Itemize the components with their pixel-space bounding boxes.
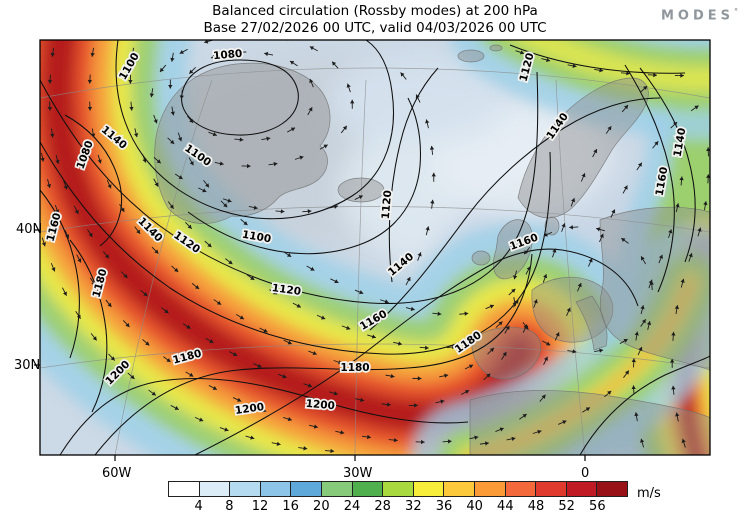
map-canvas: 1080108011001100110011201120112011201140… [34,39,711,461]
chart-title: Balanced circulation (Rossby modes) at 2… [212,3,538,19]
colorbar-cell [169,482,200,496]
svg-text:1180: 1180 [340,362,369,374]
colorbar-cell [291,482,322,496]
modes-logo: MODES° [661,7,738,23]
svg-text:1200: 1200 [305,398,335,413]
colorbar-tick-label: 28 [374,499,391,514]
colorbar [168,481,628,497]
colorbar-cell [413,482,445,496]
colorbar-cell [199,482,231,496]
modes-logo-text: MODES [660,8,734,24]
colorbar-tick-label: 40 [466,499,483,514]
colorbar-tick-label: 12 [251,499,269,514]
colorbar-ticks: 4 8 12 16 20 24 28 32 36 40 44 48 52 56 [168,499,628,515]
colorbar-tick-label: 44 [497,499,514,514]
graticule-layer [40,67,710,455]
colorbar-tick-label: 36 [435,499,453,514]
colorbar-cell [321,482,353,496]
axis-label: 30N [14,358,41,373]
colorbar-cell [444,482,475,496]
colorbar-tick-label: 56 [589,499,606,514]
colorbar-cell [474,482,506,496]
colorbar-tick-label: 16 [282,499,299,514]
colorbar-cell [597,482,627,496]
colorbar-tick-label: 24 [343,499,361,514]
colorbar-tick-label: 52 [558,499,575,514]
colorbar-cell [260,482,292,496]
jet-shading-layer [40,40,710,455]
colorbar-tick-label: 48 [527,499,545,514]
axis-label: 0 [581,466,590,481]
contour-layer [40,40,710,455]
map-inner: 1080108011001100110011201120112011201140… [40,40,710,455]
axis-label: 60W [102,466,132,481]
colorbar-cell [566,482,598,496]
colorbar-cell [383,482,414,496]
wind-arrows-layer [40,40,710,454]
chart-title-block: Balanced circulation (Rossby modes) at 2… [0,3,750,37]
modes-logo-mark: ° [734,7,738,16]
svg-text:1080: 1080 [213,48,243,63]
colorbar-tick-label: 4 [194,499,203,514]
colorbar-cell [536,482,567,496]
colorbar-tick-label: 32 [405,499,422,514]
svg-text:1120: 1120 [380,190,395,220]
colorbar-cell [505,482,537,496]
colorbar-tick-label: 8 [225,499,234,514]
axis-label: 30W [343,466,373,481]
axis-label: 40N [16,222,43,237]
colorbar-cell [352,482,384,496]
colorbar-cell [230,482,261,496]
colorbar-unit: m/s [637,486,661,501]
colorbar-tick-label: 20 [313,499,330,514]
chart-subtitle: Base 27/02/2026 00 UTC, valid 04/03/2026… [203,20,547,36]
